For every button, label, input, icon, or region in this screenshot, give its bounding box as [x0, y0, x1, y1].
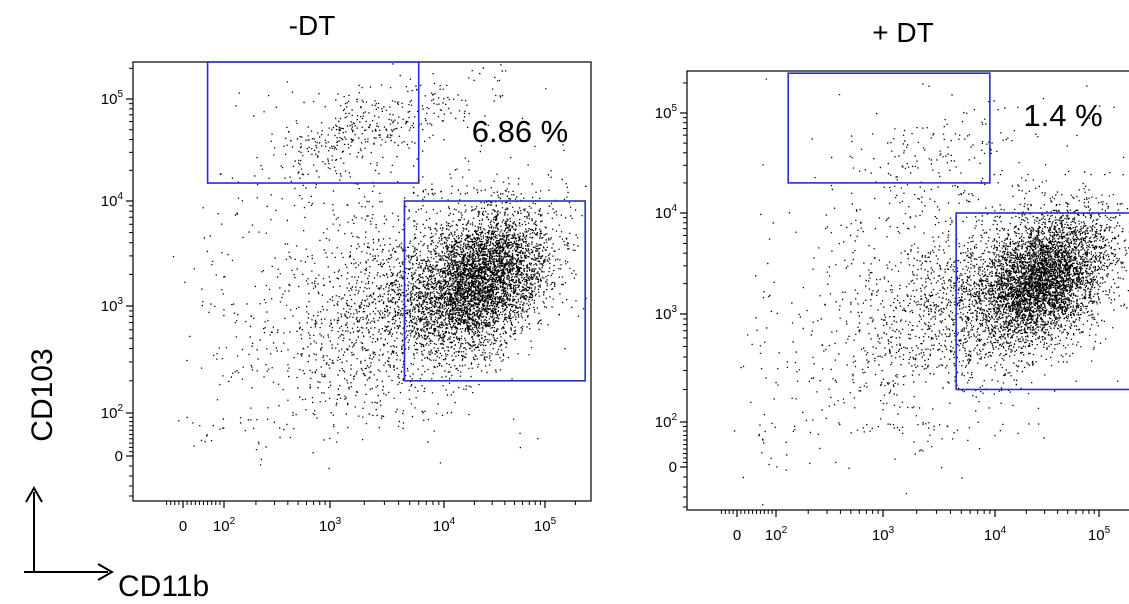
- gate-rectangle: [403, 200, 586, 382]
- x-tick-label: 104: [984, 525, 1007, 544]
- x-tick-label: 105: [1088, 525, 1111, 544]
- x-tick-label: 104: [433, 516, 456, 535]
- x-tick-label: 103: [319, 516, 342, 535]
- x-tick-label: 105: [534, 516, 557, 535]
- y-tick-label: 104: [101, 191, 124, 210]
- scatter-points: [733, 78, 1129, 506]
- gate-layer: [787, 72, 1129, 391]
- y-tick-label: 0: [115, 448, 123, 465]
- x-tick-label: 102: [765, 525, 788, 544]
- scatter-points: [172, 63, 587, 470]
- axis-ticks: 0 102 103 104 105 0 102 103 104 105: [655, 82, 1111, 544]
- x-tick-label: 0: [733, 527, 741, 544]
- y-tick-label: 104: [655, 203, 678, 222]
- gate-percent-label: 6.86 %: [472, 114, 569, 149]
- event-dots: [172, 63, 587, 470]
- panel-title: -DT: [289, 10, 336, 41]
- y-tick-label: 102: [101, 403, 124, 422]
- gate-rectangle: [955, 212, 1129, 391]
- event-dots: [733, 78, 1129, 506]
- y-tick-label: 0: [669, 459, 677, 476]
- y-arrow-head: [25, 485, 43, 503]
- gate-rectangle: [206, 61, 420, 184]
- panel-title: + DT: [872, 17, 933, 48]
- axis-ticks: 0 102 103 104 105 0 102 103 104 105: [101, 67, 576, 535]
- panel-minus-dt: -DT 0 102 103 104 105 0 102 103 104 105 6.86 %: [101, 10, 592, 535]
- axis-indicator: CD103 CD11b: [24, 348, 209, 603]
- y-tick-label: 105: [101, 89, 124, 108]
- x-tick-label: 103: [872, 525, 895, 544]
- x-tick-label: 102: [213, 516, 236, 535]
- y-tick-label: 105: [655, 103, 678, 122]
- gate-layer: [206, 61, 586, 382]
- x-arrow-head: [97, 563, 115, 581]
- panel-plus-dt: + DT 0 102 103 104 105 0 102 103 104 105 1.4 %: [655, 17, 1129, 544]
- y-axis-label: CD103: [26, 348, 59, 441]
- y-tick-label: 103: [655, 304, 678, 323]
- y-tick-label: 103: [101, 296, 124, 315]
- y-tick-label: 102: [655, 412, 678, 431]
- gate-rectangle: [787, 72, 991, 184]
- x-axis-label: CD11b: [118, 570, 209, 603]
- x-tick-label: 0: [179, 518, 187, 535]
- gate-percent-label: 1.4 %: [1023, 98, 1102, 133]
